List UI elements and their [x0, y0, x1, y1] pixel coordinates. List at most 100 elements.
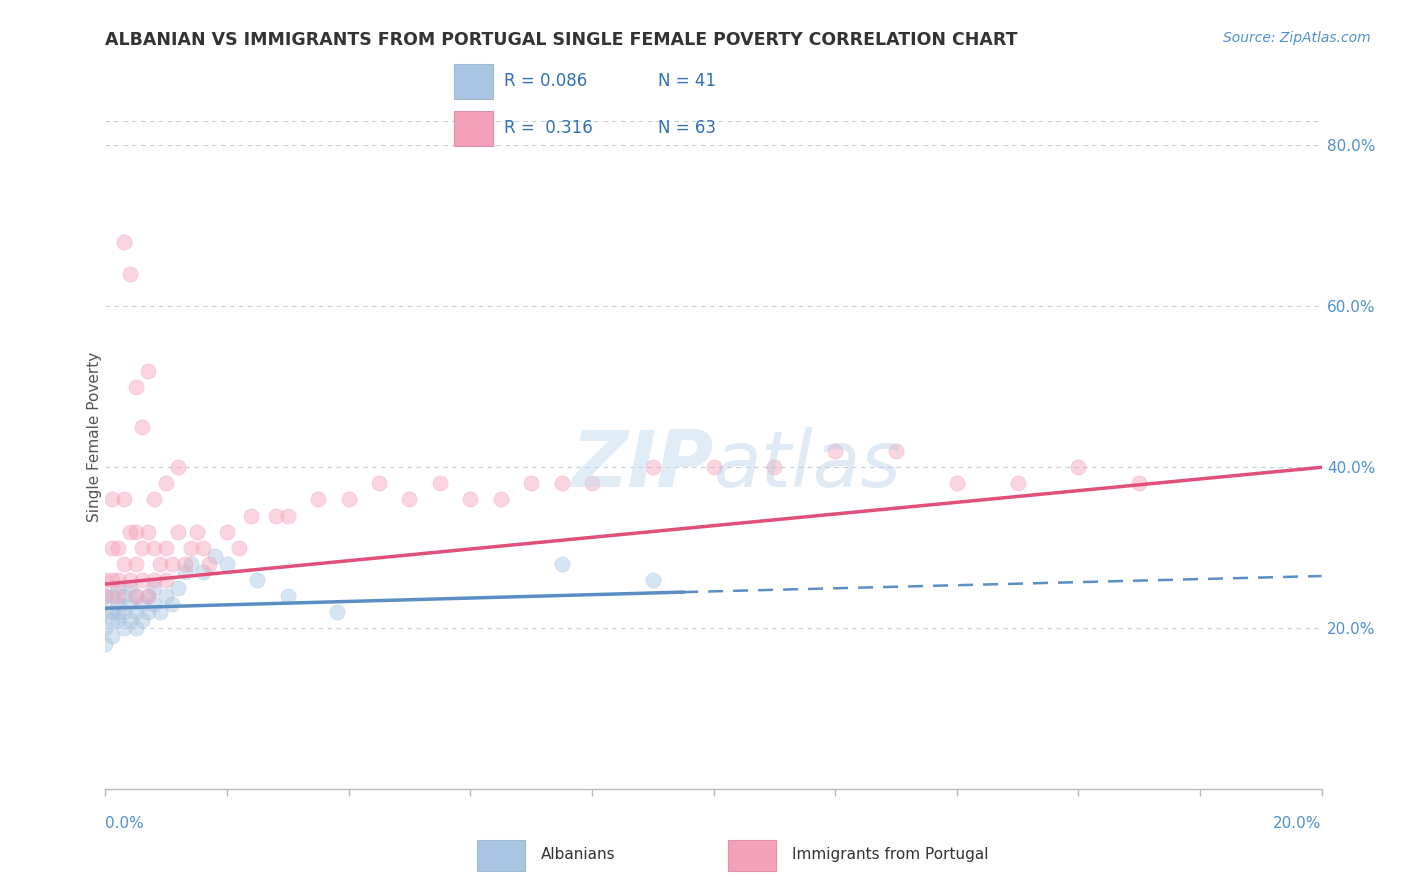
- Point: [107, 597, 129, 611]
- Point: [112, 621, 135, 635]
- Point: [107, 573, 129, 587]
- Point: [264, 508, 287, 523]
- Point: [136, 524, 159, 539]
- Point: [131, 573, 153, 587]
- Point: [489, 492, 512, 507]
- Point: [118, 581, 141, 595]
- Point: [118, 613, 141, 627]
- Text: 20.0%: 20.0%: [1274, 816, 1322, 831]
- Point: [337, 492, 360, 507]
- Point: [884, 444, 907, 458]
- Point: [136, 605, 159, 619]
- Point: [112, 235, 135, 249]
- Point: [180, 541, 202, 555]
- Point: [217, 524, 239, 539]
- Text: 0.0%: 0.0%: [105, 816, 145, 831]
- Point: [945, 476, 967, 491]
- FancyBboxPatch shape: [454, 111, 494, 145]
- Point: [100, 573, 122, 587]
- Point: [94, 589, 117, 603]
- Point: [143, 581, 166, 595]
- Point: [550, 476, 572, 491]
- Point: [173, 557, 195, 571]
- Point: [149, 605, 172, 619]
- Point: [277, 589, 299, 603]
- Text: atlas: atlas: [713, 427, 901, 503]
- Point: [277, 508, 299, 523]
- Point: [136, 589, 159, 603]
- Point: [125, 524, 148, 539]
- Y-axis label: Single Female Poverty: Single Female Poverty: [87, 352, 101, 522]
- Point: [641, 573, 664, 587]
- Point: [118, 597, 141, 611]
- Text: N = 41: N = 41: [658, 72, 716, 90]
- FancyBboxPatch shape: [477, 839, 524, 871]
- Point: [100, 629, 122, 643]
- Point: [94, 589, 117, 603]
- Point: [94, 573, 117, 587]
- Point: [107, 605, 129, 619]
- Point: [167, 524, 190, 539]
- Point: [143, 597, 166, 611]
- Point: [125, 621, 148, 635]
- Text: Immigrants from Portugal: Immigrants from Portugal: [792, 847, 988, 862]
- Text: R =  0.316: R = 0.316: [503, 120, 592, 137]
- Point: [131, 541, 153, 555]
- Point: [112, 589, 135, 603]
- Point: [107, 589, 129, 603]
- FancyBboxPatch shape: [728, 839, 776, 871]
- Point: [125, 557, 148, 571]
- Point: [240, 508, 263, 523]
- Point: [100, 492, 122, 507]
- FancyBboxPatch shape: [454, 64, 494, 99]
- Point: [143, 541, 166, 555]
- Point: [100, 589, 122, 603]
- Point: [173, 565, 195, 579]
- Text: N = 63: N = 63: [658, 120, 716, 137]
- Point: [136, 589, 159, 603]
- Point: [131, 420, 153, 434]
- Point: [429, 476, 451, 491]
- Point: [191, 541, 214, 555]
- Point: [228, 541, 250, 555]
- Point: [94, 605, 117, 619]
- Point: [125, 380, 148, 394]
- Point: [550, 557, 572, 571]
- Point: [581, 476, 603, 491]
- Point: [125, 589, 148, 603]
- Point: [112, 557, 135, 571]
- Point: [155, 541, 177, 555]
- Point: [94, 637, 117, 651]
- Point: [100, 541, 122, 555]
- Point: [167, 460, 190, 475]
- Point: [458, 492, 481, 507]
- Point: [125, 589, 148, 603]
- Point: [702, 460, 725, 475]
- Point: [118, 524, 141, 539]
- Point: [1067, 460, 1090, 475]
- Point: [641, 460, 664, 475]
- Point: [325, 605, 347, 619]
- Point: [1007, 476, 1029, 491]
- Point: [824, 444, 846, 458]
- Point: [155, 589, 177, 603]
- Point: [246, 573, 269, 587]
- Point: [125, 605, 148, 619]
- Point: [107, 613, 129, 627]
- Point: [136, 364, 159, 378]
- Point: [143, 573, 166, 587]
- Point: [94, 621, 117, 635]
- Point: [198, 557, 221, 571]
- Point: [143, 492, 166, 507]
- Text: Source: ZipAtlas.com: Source: ZipAtlas.com: [1223, 31, 1371, 45]
- Text: Albanians: Albanians: [541, 847, 616, 862]
- Point: [131, 597, 153, 611]
- Point: [520, 476, 543, 491]
- Point: [118, 267, 141, 281]
- Point: [100, 613, 122, 627]
- Point: [307, 492, 329, 507]
- Point: [107, 541, 129, 555]
- Point: [167, 581, 190, 595]
- Text: ALBANIAN VS IMMIGRANTS FROM PORTUGAL SINGLE FEMALE POVERTY CORRELATION CHART: ALBANIAN VS IMMIGRANTS FROM PORTUGAL SIN…: [105, 31, 1018, 49]
- Point: [162, 597, 184, 611]
